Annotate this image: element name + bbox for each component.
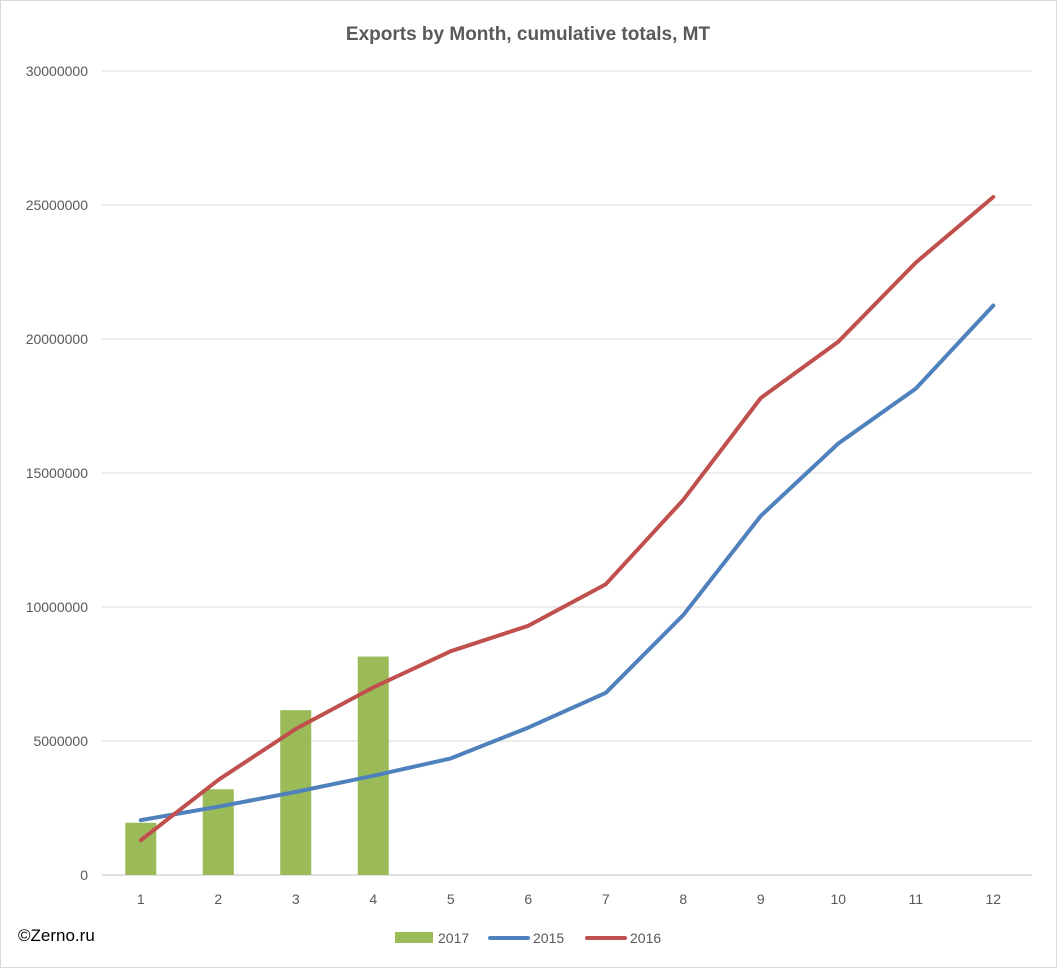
x-tick-label: 5 <box>447 891 455 907</box>
point-2016 <box>527 625 529 627</box>
point-2015 <box>295 791 297 793</box>
x-tick-label: 3 <box>292 891 300 907</box>
point-2016 <box>295 728 297 730</box>
point-2015 <box>450 757 452 759</box>
point-2015 <box>527 727 529 729</box>
point-2015 <box>992 305 994 306</box>
line-2016 <box>138 195 996 843</box>
point-2015 <box>837 443 839 445</box>
x-tick-label: 1 <box>137 891 145 907</box>
y-tick-label: 15000000 <box>26 465 89 481</box>
legend-label-2015: 2015 <box>533 930 564 946</box>
point-2016 <box>682 499 684 501</box>
y-tick-label: 30000000 <box>26 63 89 79</box>
legend: 2017 2015 2016 <box>395 930 661 946</box>
legend-swatch-2017 <box>395 932 433 943</box>
point-2015 <box>682 614 684 616</box>
point-2015 <box>217 806 219 808</box>
y-tick-label: 10000000 <box>26 599 89 615</box>
y-tick-label: 25000000 <box>26 197 89 213</box>
line-2015 <box>138 303 996 823</box>
point-2016 <box>450 650 452 652</box>
y-axis-labels: 0 5000000 10000000 15000000 20000000 25000000… <box>26 63 89 883</box>
x-tick-label: 4 <box>369 891 377 907</box>
x-tick-label: 8 <box>679 891 687 907</box>
legend-label-2017: 2017 <box>438 930 469 946</box>
x-tick-label: 11 <box>908 891 923 907</box>
x-axis-labels: 1 2 3 4 5 6 7 8 9 10 11 12 <box>137 891 1001 907</box>
x-tick-label: 2 <box>214 891 222 907</box>
chart-title: Exports by Month, cumulative totals, MT <box>346 24 711 45</box>
point-2015 <box>915 388 917 390</box>
x-tick-label: 12 <box>985 891 1001 907</box>
gridlines <box>102 70 1032 876</box>
bar-2017 <box>202 789 234 875</box>
point-2016 <box>605 583 607 585</box>
point-2016 <box>760 397 762 399</box>
point-2015 <box>605 692 607 694</box>
point-2016 <box>837 341 839 343</box>
point-2015 <box>760 515 762 517</box>
point-2016 <box>140 839 142 841</box>
y-tick-label: 20000000 <box>26 331 89 347</box>
point-2016 <box>372 686 374 688</box>
credit-text: ©Zerno.ru <box>18 926 95 945</box>
point-2015 <box>140 819 142 821</box>
y-tick-label: 5000000 <box>33 733 88 749</box>
x-tick-label: 10 <box>830 891 846 907</box>
y-tick-label: 0 <box>80 867 88 883</box>
x-tick-label: 7 <box>602 891 610 907</box>
bar-series <box>125 656 389 875</box>
x-tick-label: 6 <box>524 891 532 907</box>
point-2016 <box>992 196 994 198</box>
point-2016 <box>217 779 219 781</box>
point-2015 <box>372 775 374 777</box>
point-2016 <box>915 262 917 264</box>
x-tick-label: 9 <box>757 891 765 907</box>
line-series <box>138 195 996 843</box>
legend-label-2016: 2016 <box>630 930 661 946</box>
